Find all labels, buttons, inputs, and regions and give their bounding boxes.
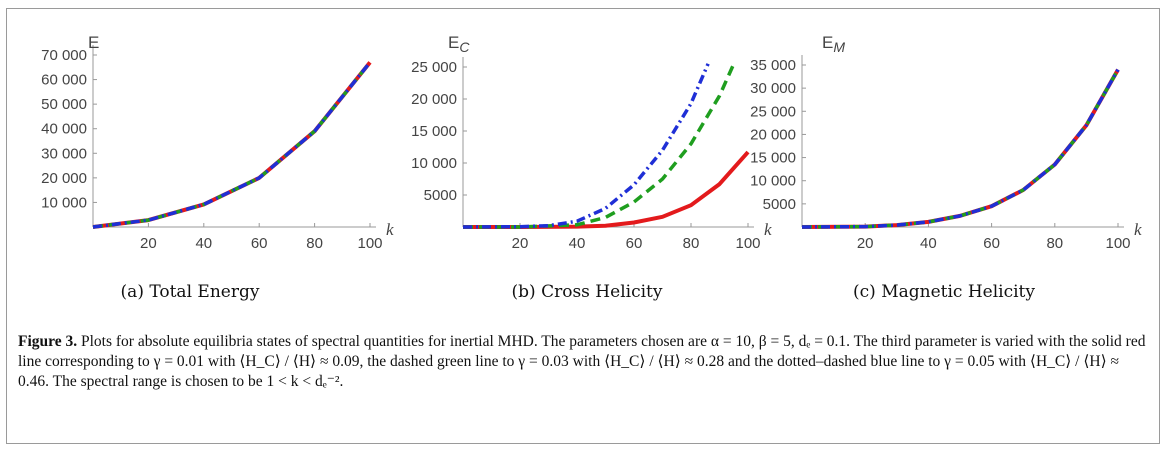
y-tick-label: 10 000: [411, 155, 457, 172]
series-line-dotdash-blue: [801, 68, 1120, 229]
subfigure-caption: (b) Cross Helicity: [512, 282, 663, 302]
series-line-dotdash-blue: [92, 61, 372, 229]
y-tick-label: 30 000: [41, 145, 87, 162]
series-line-dotdash-blue: [462, 63, 710, 229]
y-tick-label: 10 000: [750, 173, 796, 190]
x-tick-label: 20: [512, 235, 529, 252]
y-tick-label: 25 000: [411, 59, 457, 76]
x-tick-label: 100: [357, 235, 382, 252]
series-line-dashed-green: [801, 68, 1120, 229]
x-axis-label: k: [386, 220, 394, 239]
figure-charts: 20 40 60 80 100 10 000 20 000 30 000 40 000 50 00…: [41, 33, 1142, 302]
y-tick-label: 15 000: [750, 150, 796, 167]
y-tick-label: 70 000: [41, 47, 87, 64]
y-axis-label: EC: [448, 33, 470, 55]
x-tick-label: 80: [306, 235, 323, 252]
y-tick-label: 40 000: [41, 121, 87, 138]
x-tick-label: 20: [140, 235, 157, 252]
x-tick-label: 60: [626, 235, 643, 252]
caption-label: Figure 3.: [18, 333, 78, 350]
y-tick-label: 5000: [763, 196, 796, 213]
x-axis-label: k: [1134, 220, 1142, 239]
y-tick-label: 25 000: [750, 103, 796, 120]
y-tick-label: 15 000: [411, 123, 457, 140]
y-tick-label: 10 000: [41, 194, 87, 211]
y-tick-label: 50 000: [41, 96, 87, 113]
figure-caption: Figure 3. Plots for absolute equilibria …: [18, 332, 1148, 392]
x-tick-label: 100: [735, 235, 760, 252]
x-tick-label: 60: [983, 235, 1000, 252]
y-tick-label: 20 000: [750, 126, 796, 143]
subfigure-caption: (c) Magnetic Helicity: [853, 282, 1035, 302]
series-line-dashed-green: [463, 63, 736, 229]
x-tick-label: 20: [857, 235, 874, 252]
y-tick-label: 20 000: [411, 91, 457, 108]
y-tick-label: 60 000: [41, 72, 87, 89]
series-line-solid-red: [801, 68, 1120, 229]
x-tick-label: 80: [683, 235, 700, 252]
y-tick-label: 35 000: [750, 57, 796, 74]
caption-text: Plots for absolute equilibria states of …: [18, 333, 1146, 390]
series-line-dashed-green: [92, 61, 372, 229]
x-tick-label: 60: [251, 235, 268, 252]
y-tick-label: 30 000: [750, 80, 796, 97]
x-tick-label: 40: [195, 235, 212, 252]
x-tick-label: 80: [1046, 235, 1063, 252]
figure-frame: [6, 8, 1160, 444]
x-tick-label: 40: [920, 235, 937, 252]
subfigure-caption: (a) Total Energy: [121, 282, 260, 302]
x-axis-label: k: [764, 220, 772, 239]
y-axis-label: EM: [822, 33, 845, 55]
series-line-solid-red: [92, 61, 372, 229]
x-tick-label: 100: [1105, 235, 1130, 252]
x-tick-label: 40: [569, 235, 586, 252]
y-axis-label: E: [88, 33, 99, 52]
series-line-solid-red: [463, 150, 750, 229]
y-tick-label: 20 000: [41, 170, 87, 187]
y-tick-label: 5000: [424, 187, 457, 204]
